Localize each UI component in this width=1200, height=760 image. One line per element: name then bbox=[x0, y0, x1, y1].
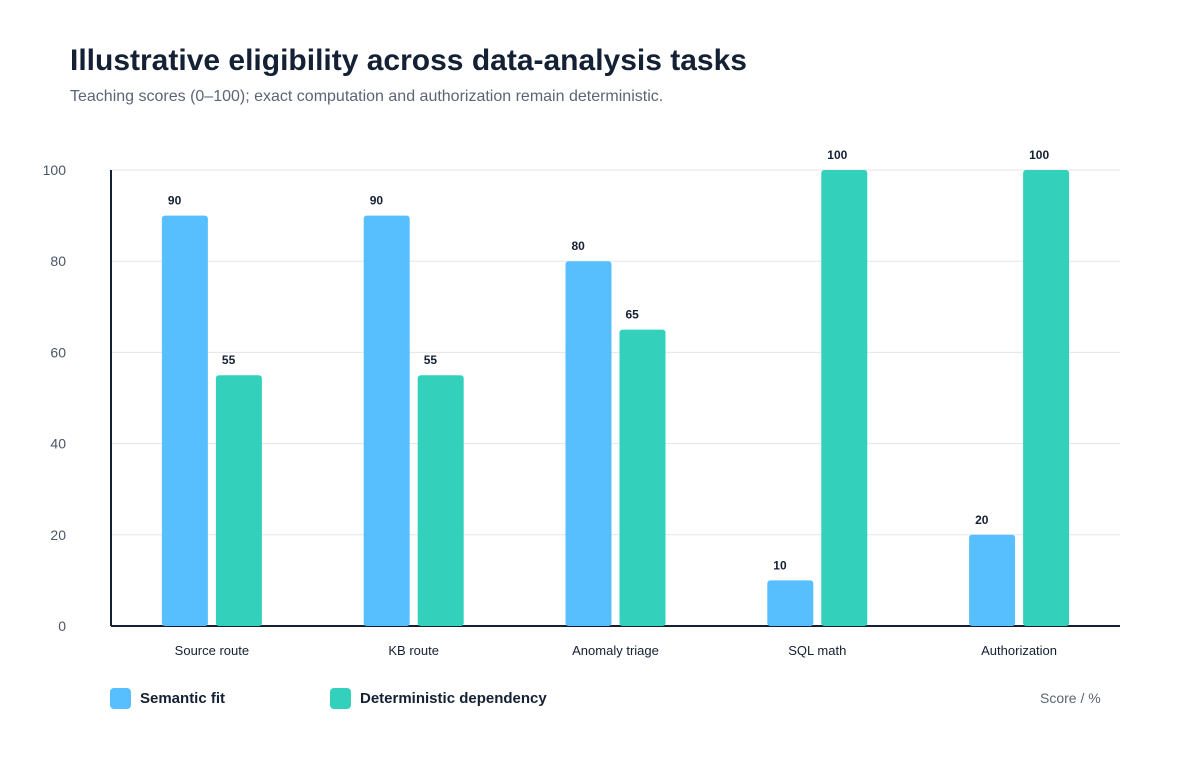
y-tick-label-60: 60 bbox=[50, 344, 66, 360]
bar-semantic-fit-source-route bbox=[161, 215, 208, 626]
bar-deterministic-dependency-kb-route bbox=[417, 375, 464, 626]
chart-subtitle: Teaching scores (0–100); exact computati… bbox=[70, 88, 664, 105]
y-tick-label-100: 100 bbox=[43, 162, 67, 178]
legend-swatch-semantic-fit bbox=[110, 688, 131, 709]
y-tick-label-80: 80 bbox=[50, 253, 66, 269]
data-label-deterministic-dependency-kb-route: 55 bbox=[424, 353, 438, 367]
bar-semantic-fit-sql-math bbox=[767, 580, 814, 626]
data-label-semantic-fit-authorization: 20 bbox=[975, 513, 989, 527]
x-tick-label-authorization: Authorization bbox=[981, 643, 1057, 658]
legend-label-semantic-fit: Semantic fit bbox=[140, 690, 226, 707]
legend-item-deterministic-dependency: Deterministic dependency bbox=[330, 688, 547, 709]
data-label-deterministic-dependency-anomaly-triage: 65 bbox=[626, 308, 640, 322]
data-label-deterministic-dependency-source-route: 55 bbox=[222, 353, 236, 367]
x-tick-label-source-route: Source route bbox=[175, 643, 249, 658]
y-tick-label-40: 40 bbox=[50, 436, 66, 452]
data-label-deterministic-dependency-sql-math: 100 bbox=[827, 148, 847, 162]
y-tick-label-0: 0 bbox=[58, 618, 66, 634]
bar-semantic-fit-kb-route bbox=[363, 215, 410, 626]
bar-deterministic-dependency-sql-math bbox=[821, 170, 868, 626]
data-label-semantic-fit-sql-math: 10 bbox=[773, 558, 787, 572]
x-tick-label-anomaly-triage: Anomaly triage bbox=[572, 643, 659, 658]
x-tick-label-sql-math: SQL math bbox=[788, 643, 846, 658]
unit-label: Score / % bbox=[1040, 690, 1101, 706]
legend-item-semantic-fit: Semantic fit bbox=[110, 688, 225, 709]
bar-deterministic-dependency-source-route bbox=[215, 375, 262, 626]
bar-semantic-fit-authorization bbox=[969, 534, 1016, 626]
data-label-semantic-fit-kb-route: 90 bbox=[370, 194, 384, 208]
bar-deterministic-dependency-authorization bbox=[1023, 170, 1070, 626]
bar-semantic-fit-anomaly-triage bbox=[565, 261, 612, 626]
data-label-deterministic-dependency-authorization: 100 bbox=[1029, 148, 1049, 162]
data-label-semantic-fit-source-route: 90 bbox=[168, 194, 182, 208]
data-label-semantic-fit-anomaly-triage: 80 bbox=[572, 239, 586, 253]
chart-title: Illustrative eligibility across data-ana… bbox=[70, 44, 747, 77]
legend-swatch-deterministic-dependency bbox=[330, 688, 351, 709]
legend-label-deterministic-dependency: Deterministic dependency bbox=[360, 690, 547, 707]
bar-deterministic-dependency-anomaly-triage bbox=[619, 329, 666, 626]
y-tick-label-20: 20 bbox=[50, 527, 66, 543]
x-tick-label-kb-route: KB route bbox=[388, 643, 439, 658]
